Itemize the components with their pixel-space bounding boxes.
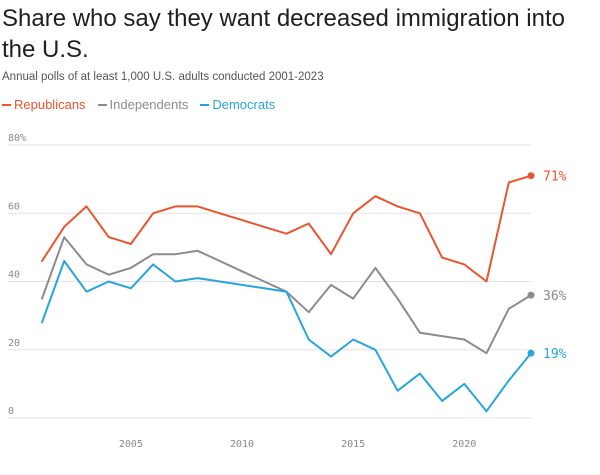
legend-swatch-democrats xyxy=(200,103,210,106)
series-line-republicans xyxy=(41,174,532,283)
y-tick-label-60: 60 xyxy=(8,201,20,212)
chart-subtitle: Annual polls of at least 1,000 U.S. adul… xyxy=(2,71,324,83)
end-labels: 71% 36% 19% xyxy=(543,170,567,362)
chart-title: Share who say they want decreased immigr… xyxy=(2,5,565,63)
series-line-democrats xyxy=(41,260,532,413)
end-label-democrats: 19% xyxy=(543,347,567,362)
legend-item-democrats: Democrats xyxy=(200,97,275,112)
legend-label-democrats: Democrats xyxy=(212,97,276,112)
series-lines xyxy=(41,172,535,413)
legend-swatch-republicans xyxy=(2,103,11,106)
legend-label-independents: Independents xyxy=(109,97,189,112)
y-tick-label-40: 40 xyxy=(8,270,20,281)
axis-labels: 0 20 40 60 80% 2005 2010 2015 2020 xyxy=(8,133,476,450)
x-tick-label-2020: 2020 xyxy=(452,439,476,450)
legend-item-independents: Independents xyxy=(97,97,189,112)
end-label-independents: 36% xyxy=(543,289,567,304)
gridlines xyxy=(8,144,531,419)
x-tick-label-2010: 2010 xyxy=(230,439,254,450)
chart-legend: Republicans Independents Democrats xyxy=(2,97,275,112)
end-point-republicans xyxy=(527,172,535,180)
x-tick-label-2015: 2015 xyxy=(341,439,365,450)
legend-swatch-independents xyxy=(97,103,107,106)
y-tick-label-0: 0 xyxy=(8,406,14,417)
y-tick-label-20: 20 xyxy=(8,338,20,349)
x-tick-label-2005: 2005 xyxy=(119,439,143,450)
series-line-independents xyxy=(41,236,532,355)
end-point-independents xyxy=(527,291,535,299)
legend-item-republicans: Republicans xyxy=(2,97,86,112)
legend-label-republicans: Republicans xyxy=(14,97,86,112)
y-tick-label-80: 80% xyxy=(8,133,26,144)
end-point-democrats xyxy=(527,349,535,357)
end-label-republicans: 71% xyxy=(543,170,567,185)
